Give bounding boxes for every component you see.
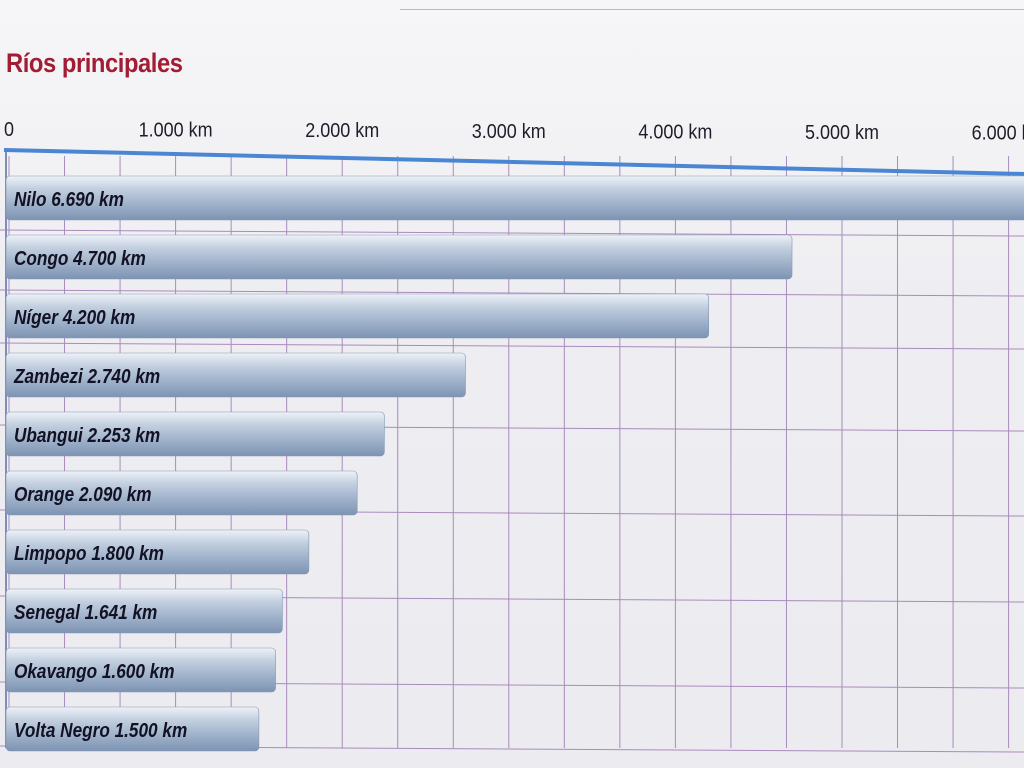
- grid-line-horizontal: [0, 229, 1024, 237]
- bar: [5, 706, 260, 752]
- x-tick-label: 0: [4, 119, 14, 141]
- bar: [5, 352, 466, 398]
- x-tick-label: 5.000 km: [805, 122, 879, 144]
- bar: [5, 234, 793, 280]
- x-tick-label: 1.000 km: [139, 120, 213, 142]
- axis-line: [3, 148, 1024, 176]
- x-tick-label: 4.000 km: [638, 122, 712, 144]
- grid-line-horizontal: [0, 289, 1024, 297]
- bar: [5, 411, 385, 457]
- x-tick-label: 6.000 km: [972, 123, 1024, 145]
- bar-label: Ubangui 2.253 km: [14, 424, 160, 447]
- bar: [5, 529, 310, 575]
- bar: [5, 175, 1024, 221]
- bars: [5, 175, 1024, 752]
- bar: [5, 293, 710, 339]
- x-axis: 0 1.000 km 2.000 km 3.000 km 4.000 km 5.000 k…: [3, 119, 1024, 176]
- bar-label: Senegal 1.641 km: [14, 601, 157, 624]
- bar-label: Limpopo 1.800 km: [14, 542, 164, 565]
- bar-label: Congo 4.700 km: [14, 247, 146, 270]
- bar-label: Zambezi 2.740 km: [13, 365, 160, 388]
- top-divider: [400, 9, 1024, 10]
- x-tick-label: 3.000 km: [472, 121, 546, 143]
- bar: [5, 588, 283, 634]
- bar-label: Orange 2.090 km: [14, 483, 152, 506]
- x-tick-label: 2.000 km: [305, 120, 379, 142]
- bar: [5, 470, 358, 516]
- grid-line-horizontal: [0, 342, 1024, 350]
- chart-title: Ríos principales: [6, 48, 183, 78]
- bar-label: Okavango 1.600 km: [14, 660, 175, 683]
- bar: [5, 647, 276, 693]
- bar-label: Volta Negro 1.500 km: [14, 719, 187, 742]
- bar-label: Níger 4.200 km: [14, 306, 135, 329]
- bar-labels: Nilo 6.690 km Congo 4.700 km Níger 4.200 k…: [13, 188, 187, 742]
- bar-label: Nilo 6.690 km: [14, 188, 124, 211]
